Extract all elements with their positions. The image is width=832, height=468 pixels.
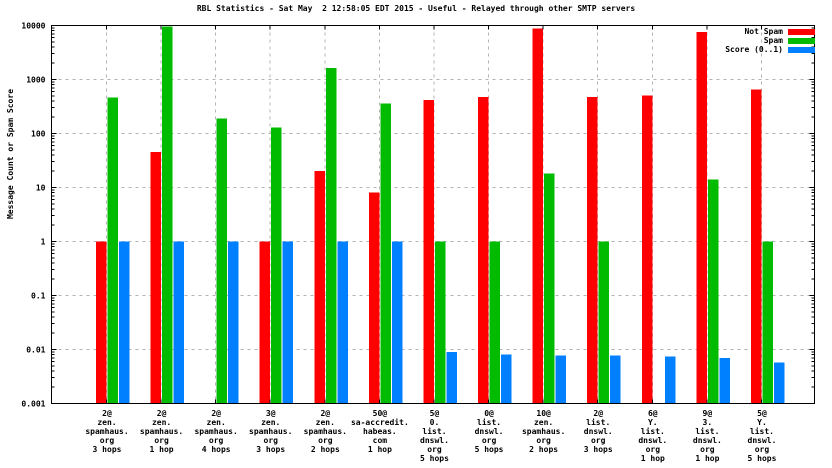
legend-label: Not Spam (744, 27, 783, 36)
y-tick-label: 1000 (26, 76, 45, 85)
bar-not-spam (423, 99, 434, 404)
bar-score-0-1 (446, 351, 457, 404)
bar-not-spam (259, 241, 271, 404)
bar-spam (707, 179, 719, 404)
bar-not-spam (750, 89, 762, 404)
bar-score-0-1 (610, 355, 621, 404)
bar-not-spam (641, 95, 653, 404)
bar-spam (598, 241, 610, 404)
bar-spam (325, 67, 337, 404)
bar-score-0-1 (664, 356, 676, 404)
bar-not-spam (696, 32, 707, 404)
y-tick-label: 0.01 (26, 346, 45, 355)
bar-not-spam (532, 28, 544, 404)
bar-score-0-1 (501, 354, 512, 404)
bar-score-0-1 (719, 357, 730, 404)
bar-not-spam (587, 97, 598, 404)
y-tick-label: 0.001 (21, 400, 45, 409)
bar-not-spam (368, 192, 380, 404)
bar-not-spam (314, 171, 325, 404)
y-tick-label: 10 (36, 184, 46, 193)
bar-score-0-1 (337, 241, 348, 404)
legend-swatch (788, 46, 815, 53)
legend-swatch (788, 28, 815, 35)
y-tick-label: 10000 (21, 22, 45, 31)
bar-spam (434, 241, 446, 404)
bar-spam (162, 26, 173, 404)
bar-score-0-1 (119, 241, 130, 404)
y-tick-label: 0.1 (31, 292, 46, 301)
bar-not-spam (478, 97, 489, 404)
bar-spam (380, 103, 391, 404)
bar-not-spam (96, 241, 107, 404)
y-tick-label: 1 (41, 238, 46, 247)
legend-swatch (788, 37, 815, 44)
bar-score-0-1 (555, 355, 567, 404)
legend-label: Spam (763, 36, 783, 45)
bar-score-0-1 (282, 241, 294, 404)
bar-spam (489, 241, 501, 404)
bar-spam (216, 118, 228, 404)
bar-score-0-1 (173, 241, 185, 404)
bar-spam (271, 127, 282, 404)
legend-item: Not Spam (725, 27, 815, 36)
y-tick-label: 100 (31, 130, 46, 139)
bar-score-0-1 (773, 362, 785, 404)
bar-spam (762, 241, 773, 404)
chart-title: RBL Statistics - Sat May 2 12:58:05 EDT … (196, 4, 636, 13)
bar-not-spam (150, 152, 162, 404)
legend-item: Score (0..1) (725, 45, 815, 54)
legend-label: Score (0..1) (725, 45, 783, 54)
legend: Not Spam Spam Score (0..1) (725, 27, 815, 54)
bar-score-0-1 (228, 241, 239, 404)
bar-score-0-1 (391, 241, 403, 404)
bar-spam (107, 97, 118, 404)
bar-spam (544, 173, 555, 404)
legend-item: Spam (725, 36, 815, 45)
plot-border (51, 25, 815, 404)
